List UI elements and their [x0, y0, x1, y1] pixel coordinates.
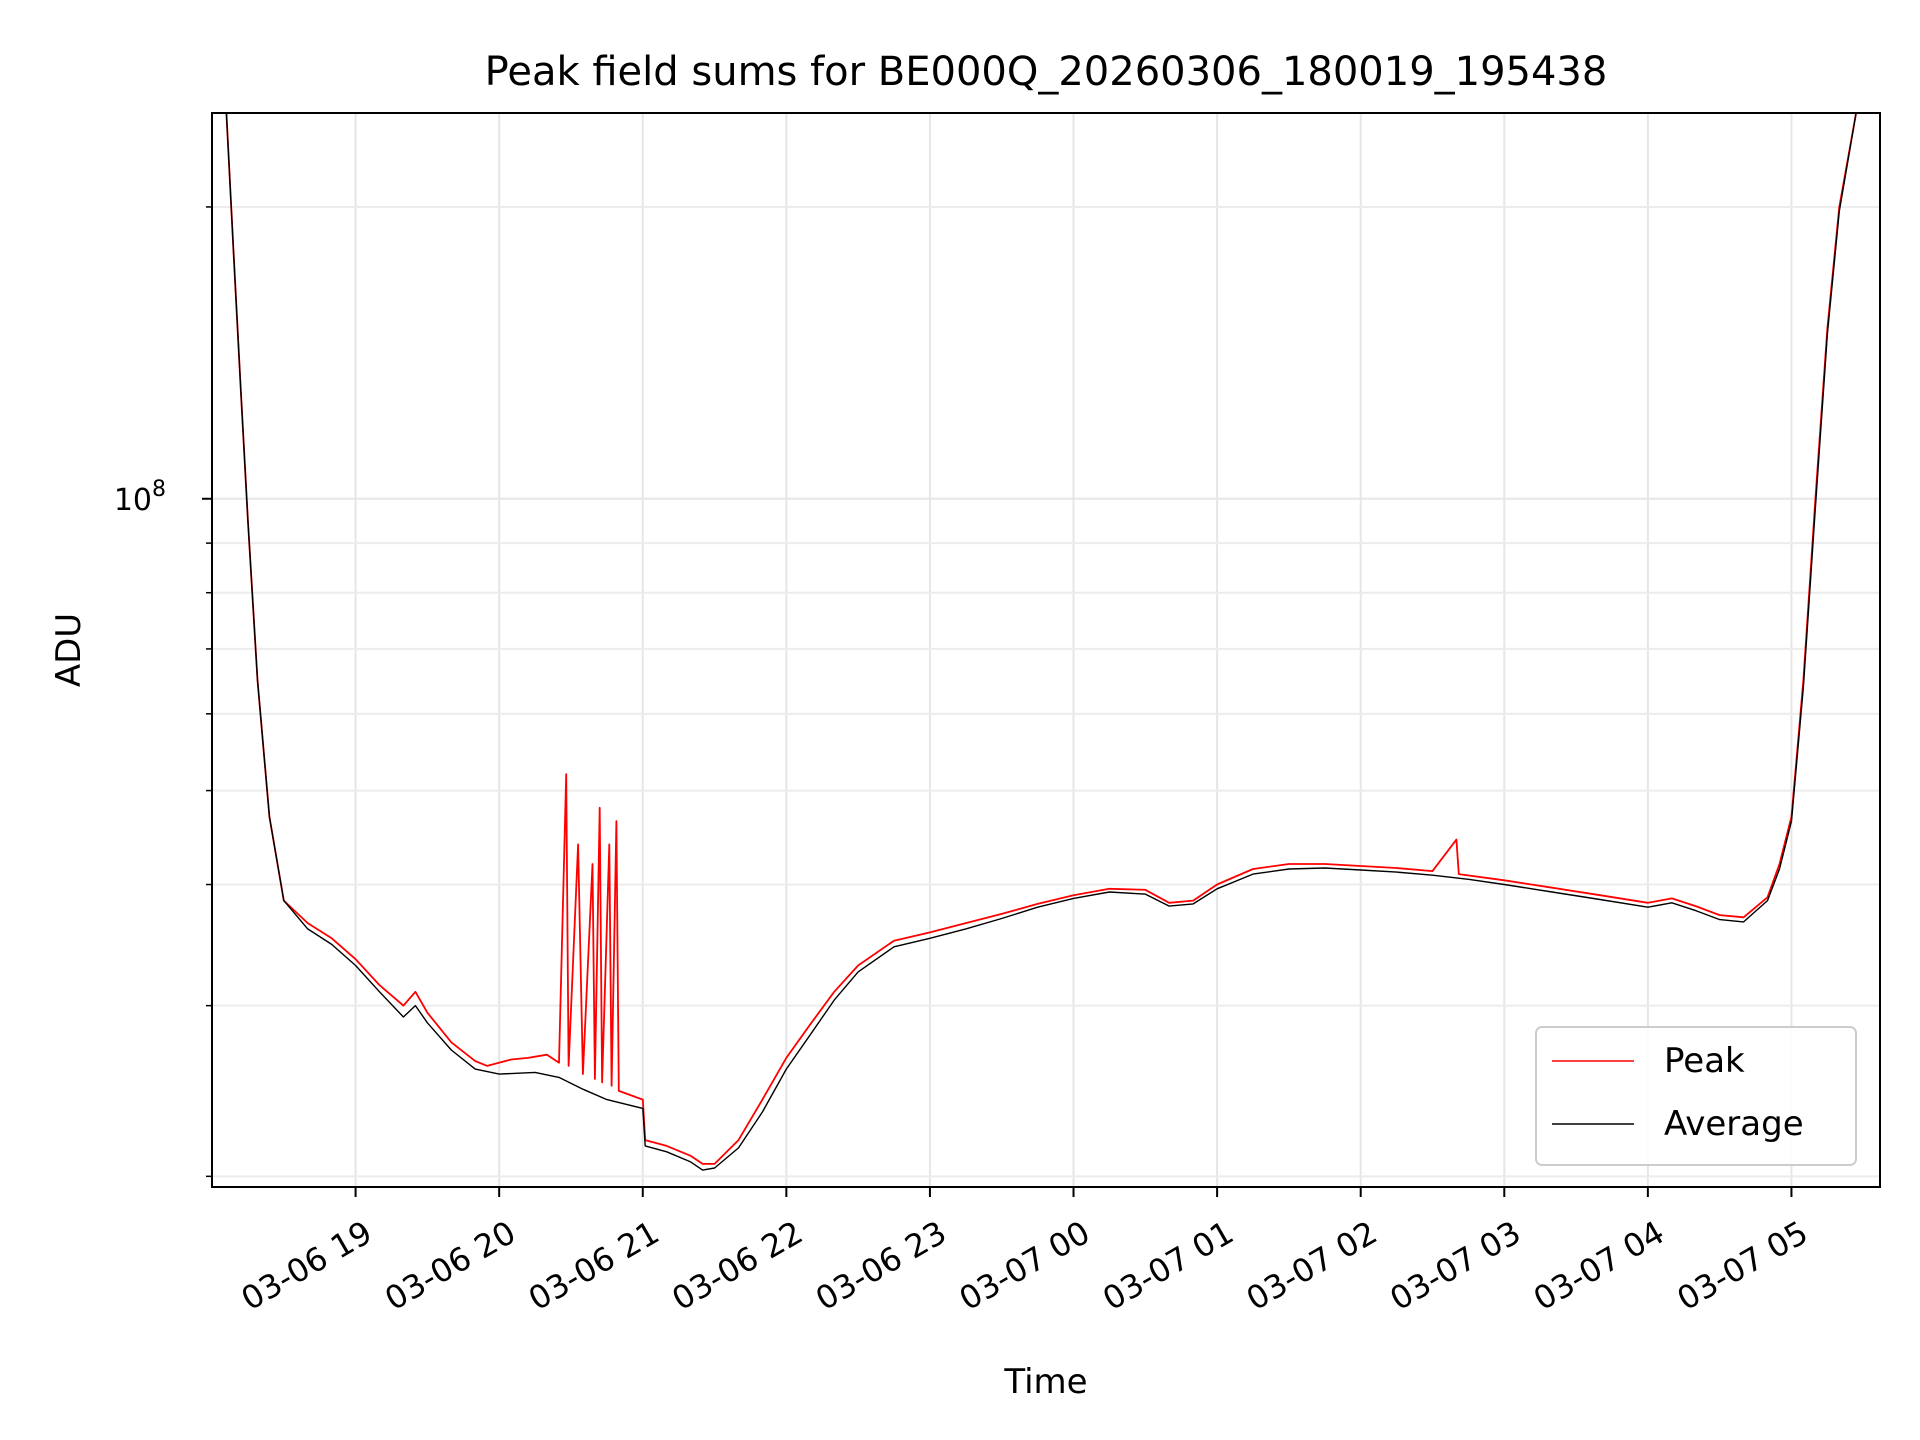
- grid: [212, 113, 1880, 1187]
- x-tick-label: 03-06 23: [809, 1213, 953, 1318]
- x-tick-label: 03-06 21: [522, 1213, 666, 1318]
- series-line-average: [225, 113, 1857, 1171]
- series-layer: [225, 113, 1857, 1171]
- x-tick-label: 03-06 20: [378, 1213, 522, 1318]
- legend-label-average: Average: [1664, 1104, 1804, 1144]
- y-tick-label-base: 10: [114, 483, 152, 518]
- x-tick-label: 03-07 04: [1527, 1213, 1671, 1318]
- plot-frame: [211, 112, 1881, 1188]
- y-axis-label: ADU: [49, 613, 89, 687]
- x-tick-label: 03-06 22: [666, 1213, 810, 1318]
- x-axis-label: Time: [1003, 1362, 1087, 1402]
- series-line-peak: [225, 113, 1857, 1165]
- x-tick-label: 03-07 01: [1096, 1213, 1240, 1318]
- y-tick-label-major: 108: [114, 477, 166, 518]
- x-tick-label: 03-07 00: [953, 1213, 1097, 1318]
- x-tick-label: 03-07 05: [1671, 1213, 1815, 1318]
- x-tick-label: 03-07 03: [1383, 1213, 1527, 1318]
- y-tick-label-exponent: 8: [152, 477, 166, 502]
- x-axis-ticks: 03-06 19 03-06 20 03-06 21 03-06 22 03-06 23…: [235, 1187, 1814, 1318]
- y-axis-ticks: [202, 206, 212, 1178]
- x-tick-label: 03-07 02: [1240, 1213, 1384, 1318]
- legend: Peak Average: [1535, 1026, 1857, 1166]
- legend-label-peak: Peak: [1664, 1041, 1745, 1081]
- chart-title: Peak field sums for BE000Q_20260306_1800…: [485, 49, 1608, 95]
- x-tick-label: 03-06 19: [235, 1213, 379, 1318]
